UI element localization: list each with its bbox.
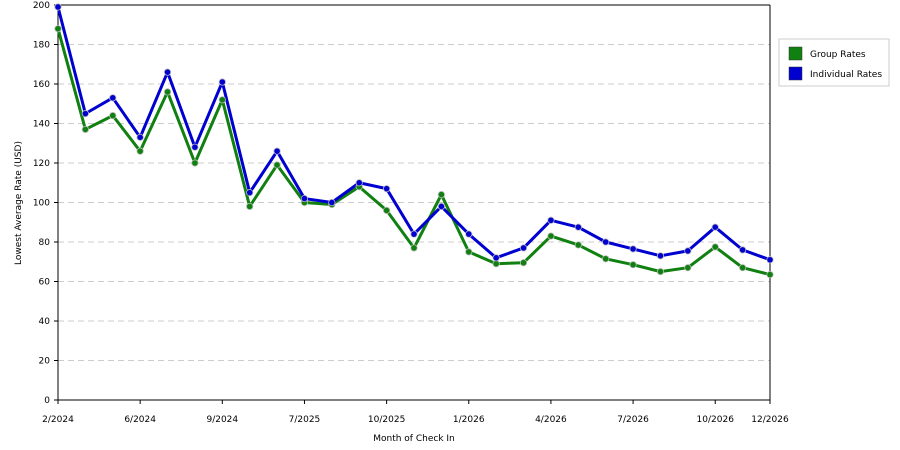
data-point	[574, 241, 582, 249]
legend-label: Group Rates	[810, 50, 866, 60]
data-point	[218, 96, 226, 104]
data-point	[410, 230, 418, 238]
data-point	[711, 243, 719, 251]
data-point	[383, 185, 391, 193]
legend-swatch	[788, 66, 803, 81]
y-tick-label: 60	[39, 278, 51, 288]
data-point	[54, 3, 62, 11]
data-point	[492, 260, 500, 268]
x-tick-label: 2/2024	[42, 415, 74, 425]
x-tick-label: 10/2026	[697, 415, 735, 425]
data-point	[246, 202, 254, 211]
x-tick-labels: 2/2024 6/2024 9/2024 7/2025 10/2025 1/2026 4/2…	[42, 400, 789, 425]
data-point	[629, 245, 637, 253]
data-point	[383, 206, 391, 214]
data-point	[465, 248, 473, 256]
data-point	[109, 94, 117, 102]
x-tick-label: 7/2025	[289, 415, 321, 425]
data-point	[136, 147, 144, 155]
data-point	[246, 189, 254, 197]
data-point	[602, 255, 610, 263]
data-point	[81, 110, 89, 118]
data-point	[656, 252, 665, 260]
y-tick-label: 120	[33, 159, 50, 169]
y-tick-label: 40	[39, 317, 51, 327]
data-point	[163, 68, 172, 76]
y-tick-label: 200	[33, 1, 50, 11]
y-axis-label: Lowest Average Rate (USD)	[14, 141, 24, 265]
data-point	[547, 216, 555, 224]
data-point	[191, 159, 199, 167]
data-point	[684, 264, 692, 272]
y-tick-labels: 0 20 40 60 80 100 120 140 160 180 200	[33, 1, 58, 406]
y-tick-label: 80	[39, 238, 51, 248]
y-tick-label: 180	[33, 41, 50, 51]
x-tick-label: 9/2024	[206, 415, 238, 425]
data-point	[218, 78, 226, 86]
data-point	[109, 112, 117, 120]
x-tick-label: 6/2024	[124, 415, 156, 425]
legend: Group Rates Individual Rates	[778, 38, 890, 87]
data-point	[273, 147, 281, 155]
data-point	[602, 238, 610, 246]
y-tick-label: 100	[33, 199, 50, 209]
x-tick-label: 1/2026	[453, 415, 485, 425]
data-point	[437, 202, 445, 211]
x-tick-label: 10/2025	[368, 415, 405, 425]
data-point	[711, 223, 719, 231]
series-lines	[54, 3, 774, 279]
data-point	[519, 244, 528, 252]
y-tick-label: 0	[44, 396, 50, 406]
y-tick-label: 20	[39, 357, 51, 367]
x-tick-label: 4/2026	[535, 415, 567, 425]
data-point	[629, 261, 637, 269]
data-point	[739, 264, 747, 272]
y-tick-label: 160	[33, 80, 50, 90]
data-point	[328, 198, 336, 207]
x-axis-label: Month of Check In	[373, 434, 455, 444]
legend-swatch	[788, 46, 803, 61]
data-point	[465, 230, 473, 238]
data-point	[191, 143, 199, 151]
data-point	[355, 179, 363, 187]
data-point	[81, 125, 89, 134]
data-point	[437, 191, 445, 199]
data-point	[574, 223, 582, 231]
data-point	[547, 232, 555, 240]
data-point	[739, 246, 747, 254]
legend-label: Individual Rates	[810, 70, 882, 80]
data-point	[766, 256, 774, 264]
data-point	[54, 25, 62, 33]
y-tick-label: 140	[33, 120, 50, 130]
data-point	[273, 161, 281, 169]
data-point	[410, 244, 418, 252]
data-point	[766, 270, 774, 279]
data-point	[136, 133, 144, 141]
data-point	[163, 88, 172, 96]
data-point	[656, 268, 665, 276]
data-point	[684, 247, 692, 255]
data-point	[492, 254, 500, 262]
data-point	[300, 194, 309, 203]
grid-lines	[58, 44, 770, 361]
data-point	[519, 259, 528, 267]
x-tick-label: 12/2026	[751, 415, 789, 425]
x-tick-label: 7/2026	[617, 415, 649, 425]
series-line-group-rates	[56, 28, 771, 277]
